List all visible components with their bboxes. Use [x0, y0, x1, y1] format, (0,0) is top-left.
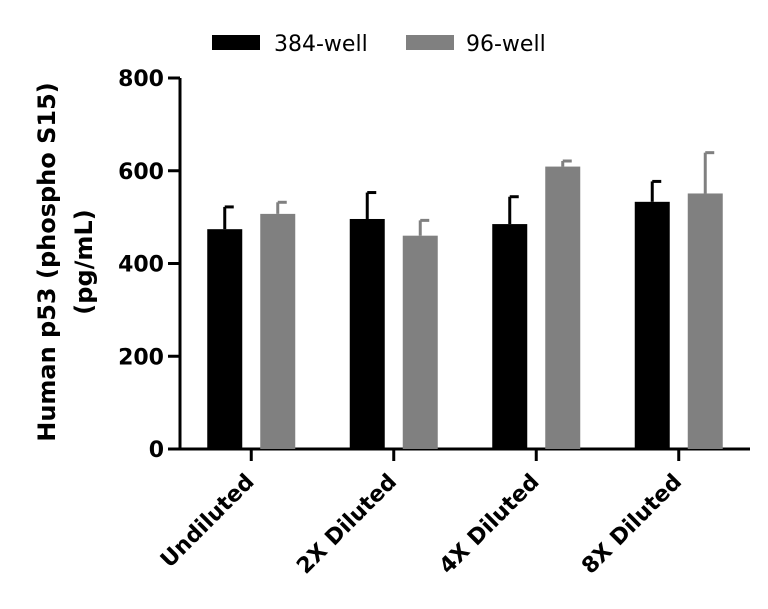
x-axis [178, 447, 750, 461]
bar-96-well-undiluted [260, 213, 296, 449]
y-tick-label: 0 [149, 438, 164, 463]
bar-384-well-4x-diluted [492, 224, 528, 449]
legend-swatch-384-well [212, 35, 260, 50]
bar-96-well-8x-diluted [687, 193, 723, 449]
y-axis-title-line-1: Human p53 (phospho S15) [33, 82, 61, 442]
x-category-label: 8X Diluted [577, 470, 687, 580]
bar-96-well-4x-diluted [545, 166, 581, 450]
legend-swatch-96-well [406, 35, 454, 50]
category-labels: Undiluted 2X Diluted 4X Diluted 8X Diluted [156, 470, 687, 580]
bars [207, 151, 723, 450]
x-category-label: Undiluted [156, 470, 259, 573]
y-axis: 0 200 400 600 800 [118, 67, 182, 463]
legend-label-96-well: 96-well [466, 32, 546, 57]
bar-384-well-undiluted [207, 229, 243, 449]
y-axis-title-line-2: (pg/mL) [70, 209, 98, 314]
x-category-label: 2X Diluted [292, 470, 402, 580]
bar-384-well-2x-diluted [349, 218, 385, 449]
y-axis-title: Human p53 (phospho S15) (pg/mL) [33, 82, 98, 442]
legend-label-384-well: 384-well [274, 32, 368, 57]
x-category-label: 4X Diluted [435, 470, 545, 580]
bar-384-well-8x-diluted [634, 201, 670, 449]
bar-96-well-2x-diluted [402, 235, 438, 449]
legend: 384-well 96-well [212, 32, 546, 57]
y-tick-label: 800 [118, 67, 164, 92]
y-tick-label: 400 [118, 253, 164, 278]
y-tick-label: 600 [118, 160, 164, 185]
y-tick-label: 200 [118, 345, 164, 370]
